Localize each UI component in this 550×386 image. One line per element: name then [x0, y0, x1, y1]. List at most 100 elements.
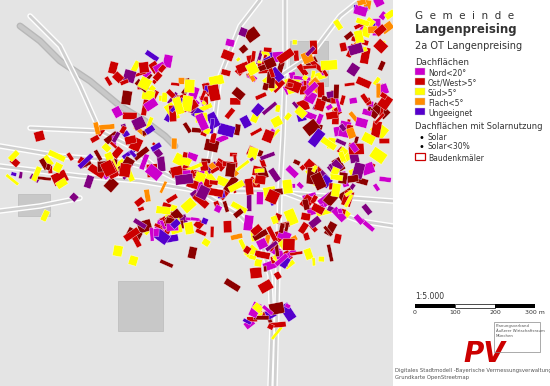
- Bar: [300, 50, 315, 65]
- Bar: [256, 237, 268, 250]
- Bar: [273, 271, 282, 280]
- Bar: [269, 66, 285, 83]
- Bar: [106, 159, 119, 174]
- Bar: [279, 302, 297, 322]
- Text: Flach<5°: Flach<5°: [428, 99, 463, 108]
- Text: Süd>5°: Süd>5°: [428, 89, 458, 98]
- Bar: [361, 203, 373, 216]
- Bar: [69, 192, 79, 202]
- Bar: [360, 218, 375, 232]
- Bar: [239, 44, 249, 54]
- Bar: [345, 192, 350, 195]
- Bar: [277, 233, 288, 249]
- Bar: [247, 71, 256, 82]
- Bar: [379, 139, 389, 144]
- Bar: [309, 59, 324, 73]
- Bar: [273, 254, 290, 268]
- Bar: [379, 91, 388, 100]
- Bar: [278, 237, 292, 251]
- Bar: [302, 232, 310, 241]
- Bar: [136, 219, 153, 234]
- Bar: [172, 96, 185, 115]
- Bar: [354, 21, 367, 30]
- Bar: [244, 244, 258, 259]
- Bar: [344, 31, 354, 41]
- Bar: [19, 172, 23, 179]
- Bar: [172, 152, 192, 170]
- Bar: [307, 128, 326, 148]
- Bar: [299, 86, 307, 95]
- Bar: [144, 125, 156, 135]
- Bar: [257, 149, 264, 157]
- Bar: [338, 208, 343, 214]
- Bar: [77, 156, 90, 168]
- Bar: [321, 60, 338, 71]
- Bar: [216, 134, 229, 144]
- Bar: [112, 245, 123, 257]
- Bar: [289, 71, 298, 85]
- Bar: [378, 11, 388, 21]
- Bar: [104, 151, 114, 161]
- Bar: [296, 108, 302, 114]
- Bar: [276, 47, 295, 64]
- Bar: [129, 230, 142, 248]
- Bar: [199, 95, 209, 111]
- Bar: [283, 85, 291, 95]
- Bar: [348, 146, 360, 164]
- Text: Baudenkmäler: Baudenkmäler: [428, 154, 484, 163]
- Bar: [344, 82, 355, 86]
- Bar: [315, 113, 324, 125]
- Bar: [367, 102, 384, 119]
- Bar: [279, 221, 290, 229]
- Bar: [290, 251, 303, 256]
- Bar: [222, 201, 229, 213]
- Bar: [250, 51, 256, 67]
- Bar: [164, 222, 177, 230]
- Bar: [285, 165, 299, 179]
- Bar: [377, 93, 393, 111]
- Bar: [261, 129, 275, 144]
- Bar: [265, 240, 278, 252]
- Bar: [326, 103, 333, 111]
- Bar: [360, 30, 370, 34]
- Bar: [148, 85, 156, 93]
- Bar: [137, 76, 152, 91]
- Bar: [128, 141, 138, 149]
- Bar: [154, 219, 168, 233]
- Bar: [289, 82, 301, 93]
- Bar: [97, 161, 108, 172]
- Bar: [84, 174, 95, 189]
- Bar: [265, 189, 280, 205]
- Bar: [355, 17, 370, 27]
- Bar: [265, 312, 273, 324]
- Bar: [346, 124, 354, 131]
- Bar: [257, 279, 274, 294]
- Bar: [296, 63, 309, 77]
- Bar: [255, 175, 266, 185]
- Bar: [303, 77, 307, 87]
- Bar: [93, 122, 101, 135]
- Bar: [268, 76, 285, 93]
- Bar: [180, 168, 198, 179]
- Bar: [234, 62, 248, 76]
- Bar: [368, 26, 377, 33]
- Bar: [280, 257, 288, 267]
- Bar: [339, 95, 346, 105]
- Bar: [321, 95, 333, 103]
- Bar: [210, 166, 220, 174]
- Bar: [351, 36, 369, 46]
- Bar: [355, 177, 368, 186]
- Bar: [133, 125, 147, 137]
- Bar: [121, 90, 133, 105]
- Bar: [230, 233, 243, 240]
- Bar: [194, 181, 206, 194]
- Bar: [162, 54, 173, 68]
- Bar: [376, 83, 386, 95]
- Bar: [367, 101, 374, 107]
- Bar: [309, 223, 318, 233]
- Bar: [8, 150, 20, 162]
- Bar: [360, 25, 373, 38]
- Bar: [323, 221, 338, 237]
- Bar: [346, 43, 356, 58]
- Bar: [128, 139, 136, 151]
